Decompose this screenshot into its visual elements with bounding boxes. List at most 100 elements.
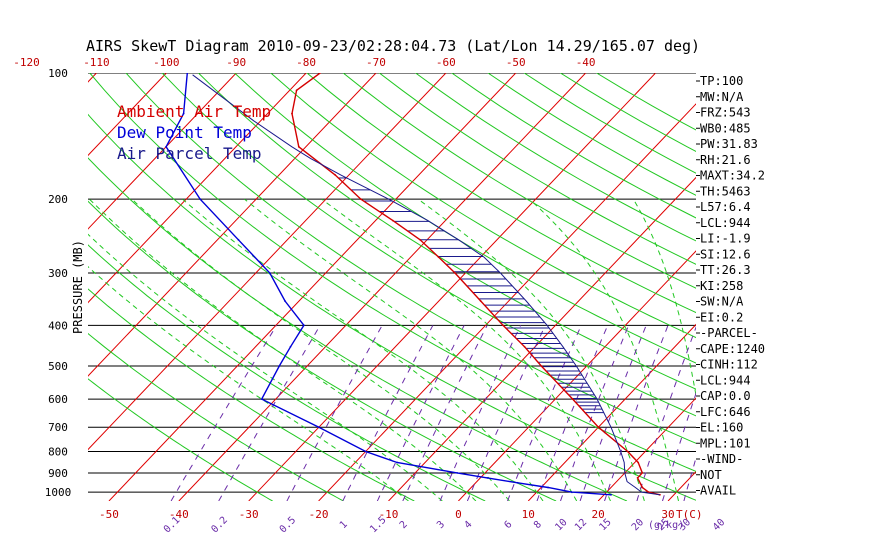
mixing-ratio-label-40: 40 (711, 517, 727, 533)
ambient-air-temp-point (597, 426, 600, 429)
ambient-air-temp-point (647, 491, 650, 493)
pressure-tick-100: 100 (48, 67, 68, 80)
index-item: L57:6.4 (700, 200, 751, 214)
pressure-tick-200: 200 (48, 193, 68, 206)
pressure-tick-900: 900 (48, 467, 68, 480)
index-item: LFC:646 (700, 405, 751, 419)
bottom-tick--40: -40 (169, 508, 189, 521)
moist-adiabat-15 (244, 198, 578, 501)
dry-adiabat-100 (306, 73, 696, 314)
dew-point-temp-point (303, 324, 305, 327)
mixing-ratio-line-0.2 (218, 325, 321, 501)
index-item: WB0:485 (700, 121, 751, 135)
ambient-air-temp-point (641, 472, 644, 474)
ambient-air-temp-point (319, 73, 321, 74)
ambient-air-temp-point (295, 89, 298, 92)
mixing-ratio-line-10 (560, 325, 630, 501)
index-item: MW:N/A (700, 90, 744, 104)
bottom-tick-10: 10 (522, 508, 535, 521)
top-tick--110: -110 (83, 56, 110, 69)
moist-adiabat--5 (88, 233, 443, 501)
moist-adiabat-10 (182, 198, 544, 501)
dry-adiabat-80 (234, 73, 696, 364)
dry-adiabat-40 (89, 73, 696, 472)
dew-point-temp-point (396, 461, 398, 464)
mixing-ratio-line-6 (507, 325, 582, 501)
bottom-tick-20: 20 (592, 508, 605, 521)
index-item: LCL:944 (700, 216, 751, 230)
isotherm--120 (0, 73, 27, 501)
dry-adiabat-70 (198, 73, 696, 390)
dew-point-temp-point (570, 491, 573, 493)
top-tick--120: -120 (13, 56, 40, 69)
dry-adiabat-60 (161, 73, 696, 417)
dry-adiabat-20 (88, 157, 628, 501)
dew-point-temp-point (364, 450, 367, 453)
dew-point-temp-point (456, 472, 458, 474)
ambient-air-temp-point (540, 365, 543, 367)
index-item: PW:31.83 (700, 137, 758, 151)
mixing-ratio-label-20: 20 (630, 517, 646, 533)
mixing-ratio-label-12: 12 (573, 517, 589, 533)
top-tick--70: -70 (366, 56, 386, 69)
index-item: AVAIL (700, 484, 736, 498)
index-item: TP:100 (700, 74, 743, 88)
ambient-air-temp-point (360, 198, 362, 201)
dry-adiabat--30 (88, 378, 273, 501)
dew-point-temp-point (486, 477, 489, 479)
top-axis-ticks: -120 -110 -100 -90 -80 -70 -60 -50 -40 (13, 56, 595, 69)
isotherm-20 (597, 397, 696, 501)
moist-adiabat-30 (529, 198, 679, 501)
index-item: MAXT:34.2 (700, 169, 765, 183)
legend-item: Air Parcel Temp (117, 144, 262, 163)
mixing-ratio-label-0.2: 0.2 (210, 515, 231, 536)
mixing-ratio-label-4: 4 (462, 519, 474, 531)
mixing-ratio-line-0.1 (170, 325, 278, 501)
isotherm--100 (88, 73, 167, 157)
ambient-air-temp-point (291, 112, 293, 115)
bottom-tick--30: -30 (239, 508, 259, 521)
ambient-air-temp-point (523, 345, 526, 348)
chart-title: AIRS SkewT Diagram 2010-09-23/02:28:04.7… (86, 37, 700, 55)
mixing-ratio-line-1.5 (376, 325, 465, 501)
pressure-tick-600: 600 (48, 393, 68, 406)
sounding-series (165, 73, 661, 496)
isotherm--40 (178, 73, 586, 501)
pressure-tick-800: 800 (48, 446, 68, 459)
index-item: TT:26.3 (700, 263, 751, 277)
bottom-tick-0: 0 (455, 508, 462, 521)
index-item: CINH:112 (700, 358, 758, 372)
moist-adiabat-35 (632, 198, 696, 399)
pressure-axis-ticks: 100 200 300 400 500 600 700 800 900 1000 (45, 67, 72, 499)
ambient-air-temp-point (454, 272, 456, 274)
mixing-ratio-line-0.5 (286, 325, 383, 501)
moist-adiabat-0 (89, 198, 477, 501)
index-item: MPL:101 (700, 436, 751, 450)
pressure-tick-300: 300 (48, 267, 68, 280)
pressure-tick-700: 700 (48, 421, 68, 434)
isotherm--70 (88, 73, 377, 377)
mixing-ratio-label-0.5: 0.5 (278, 515, 299, 536)
isotherm--30 (248, 73, 656, 501)
mixing-ratio-label-3: 3 (435, 519, 447, 531)
bottom-tick--10: -10 (379, 508, 399, 521)
top-tick--90: -90 (226, 56, 246, 69)
legend-item: Dew Point Temp (117, 123, 252, 142)
isobars (88, 73, 696, 493)
dew-point-temp-point (186, 73, 189, 74)
mixing-ratio-line-2 (402, 325, 488, 501)
index-item: SW:N/A (700, 295, 744, 309)
dew-point-temp-point (289, 345, 292, 348)
top-tick--80: -80 (296, 56, 316, 69)
plot-area (0, 73, 696, 501)
cape-hatching (322, 164, 604, 414)
index-item: NOT (700, 468, 722, 482)
dry-adiabat-0 (88, 244, 486, 501)
ambient-air-temp-point (571, 398, 574, 400)
dew-point-temp-point (199, 198, 202, 201)
pressure-tick-1000: 1000 (45, 486, 72, 499)
dry-adiabat-10 (88, 200, 557, 501)
isotherm--20 (318, 103, 696, 501)
ambient-air-temp-point (392, 219, 394, 222)
